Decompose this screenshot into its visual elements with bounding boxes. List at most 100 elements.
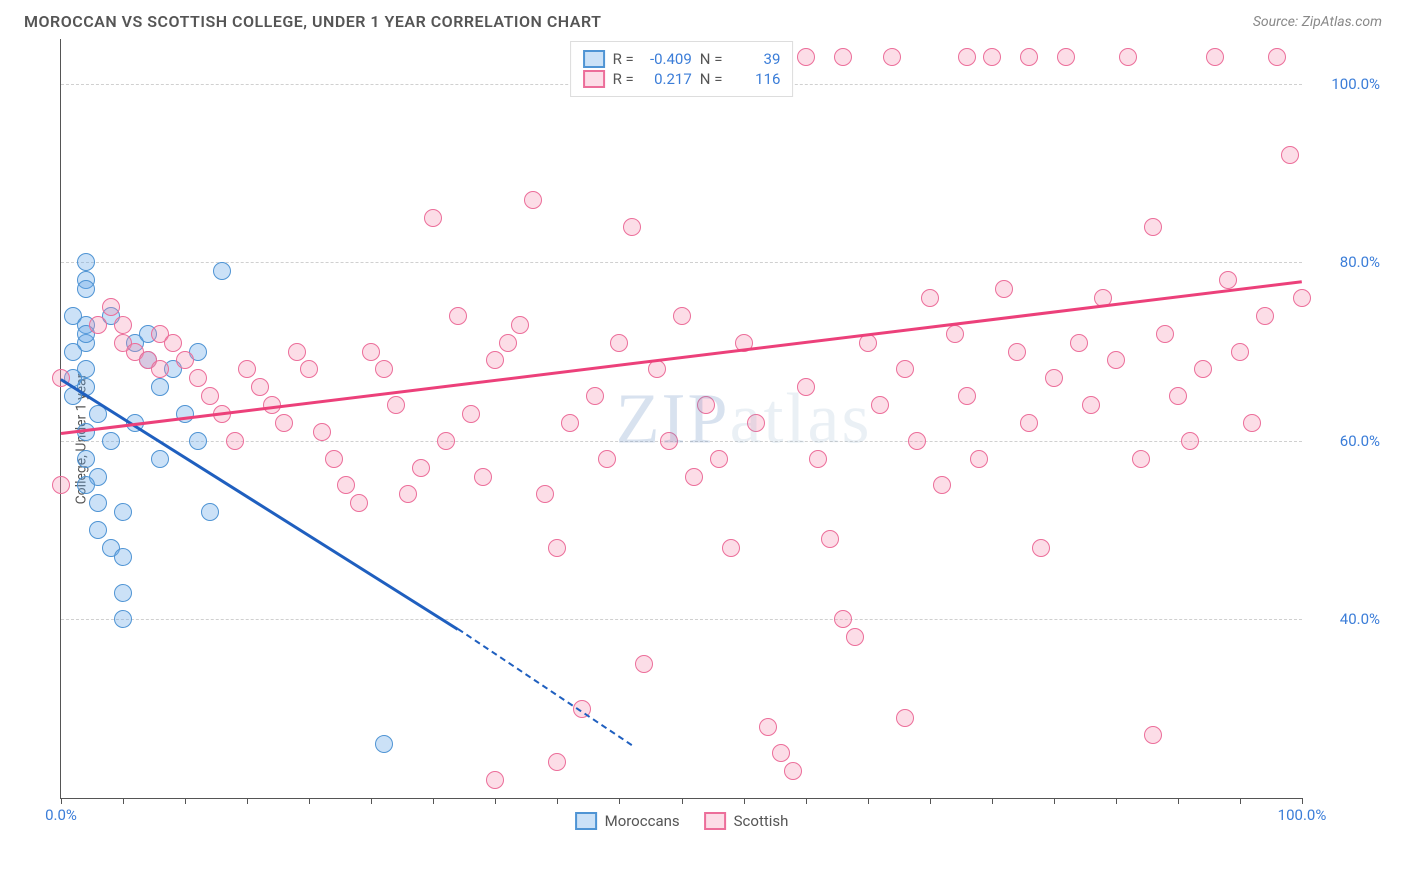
data-point: [896, 709, 914, 727]
data-point: [710, 450, 728, 468]
x-tick-mark: [371, 798, 372, 804]
legend-item-scottish: Scottish: [704, 812, 789, 830]
data-point: [189, 432, 207, 450]
data-point: [598, 450, 616, 468]
swatch-moroccans: [583, 50, 605, 68]
data-point: [1293, 289, 1311, 307]
data-point: [946, 325, 964, 343]
data-point: [226, 432, 244, 450]
r-value-scottish: 0.217: [642, 70, 692, 88]
data-point: [77, 253, 95, 271]
x-tick-mark: [1054, 798, 1055, 804]
data-point: [52, 476, 70, 494]
data-point: [449, 307, 467, 325]
x-tick-mark: [619, 798, 620, 804]
data-point: [809, 450, 827, 468]
x-tick-mark: [309, 798, 310, 804]
data-point: [1020, 48, 1038, 66]
x-tick-label-right: 100.0%: [1278, 806, 1327, 824]
x-tick-mark: [123, 798, 124, 804]
data-point: [325, 450, 343, 468]
r-label: R =: [613, 70, 634, 88]
y-tick-label: 100.0%: [1310, 75, 1380, 93]
data-point: [660, 432, 678, 450]
data-point: [1206, 48, 1224, 66]
data-point: [995, 280, 1013, 298]
data-point: [424, 209, 442, 227]
data-point: [921, 289, 939, 307]
data-point: [77, 280, 95, 298]
data-point: [151, 450, 169, 468]
n-label: N =: [700, 50, 723, 68]
data-point: [474, 468, 492, 486]
data-point: [846, 628, 864, 646]
data-point: [375, 735, 393, 753]
legend-row-moroccans: R = -0.409 N = 39: [583, 50, 781, 68]
data-point: [399, 485, 417, 503]
data-point: [548, 753, 566, 771]
data-point: [834, 48, 852, 66]
x-tick-mark: [1116, 798, 1117, 804]
data-point: [511, 316, 529, 334]
data-point: [958, 48, 976, 66]
data-point: [958, 387, 976, 405]
x-tick-mark: [806, 798, 807, 804]
data-point: [1020, 414, 1038, 432]
plot-area: ZIPatlas R = -0.409 N = 39 R = 0.217 N =…: [60, 39, 1302, 799]
data-point: [462, 405, 480, 423]
data-point: [64, 343, 82, 361]
legend-label-scottish: Scottish: [734, 812, 789, 830]
data-point: [89, 521, 107, 539]
source-label: Source: ZipAtlas.com: [1253, 14, 1382, 30]
data-point: [201, 387, 219, 405]
data-point: [1268, 48, 1286, 66]
data-point: [1008, 343, 1026, 361]
data-point: [648, 360, 666, 378]
n-label: N =: [700, 70, 723, 88]
data-point: [1070, 334, 1088, 352]
data-point: [114, 548, 132, 566]
n-value-moroccans: 39: [730, 50, 780, 68]
data-point: [313, 423, 331, 441]
data-point: [176, 405, 194, 423]
data-point: [201, 503, 219, 521]
data-point: [797, 48, 815, 66]
x-tick-mark: [61, 798, 62, 804]
data-point: [586, 387, 604, 405]
data-point: [821, 530, 839, 548]
data-point: [1243, 414, 1261, 432]
data-point: [722, 539, 740, 557]
data-point: [536, 485, 554, 503]
x-tick-mark: [744, 798, 745, 804]
data-point: [102, 432, 120, 450]
chart-container: College, Under 1 year ZIPatlas R = -0.40…: [60, 39, 1382, 839]
data-point: [1169, 387, 1187, 405]
data-point: [697, 396, 715, 414]
data-point: [685, 468, 703, 486]
data-point: [747, 414, 765, 432]
data-point: [834, 610, 852, 628]
data-point: [883, 48, 901, 66]
data-point: [983, 48, 1001, 66]
data-point: [1032, 539, 1050, 557]
data-point: [176, 351, 194, 369]
data-point: [1181, 432, 1199, 450]
trend-line: [458, 628, 633, 746]
data-point: [437, 432, 455, 450]
legend-label-moroccans: Moroccans: [605, 812, 680, 830]
data-point: [350, 494, 368, 512]
data-point: [1119, 48, 1137, 66]
swatch-scottish: [583, 70, 605, 88]
legend-row-scottish: R = 0.217 N = 116: [583, 70, 781, 88]
data-point: [486, 771, 504, 789]
swatch-scottish-icon: [704, 812, 726, 830]
data-point: [1144, 726, 1162, 744]
x-tick-mark: [1240, 798, 1241, 804]
data-point: [486, 351, 504, 369]
x-tick-mark: [433, 798, 434, 804]
data-point: [1144, 218, 1162, 236]
data-point: [635, 655, 653, 673]
data-point: [275, 414, 293, 432]
x-tick-mark: [1178, 798, 1179, 804]
data-point: [1256, 307, 1274, 325]
